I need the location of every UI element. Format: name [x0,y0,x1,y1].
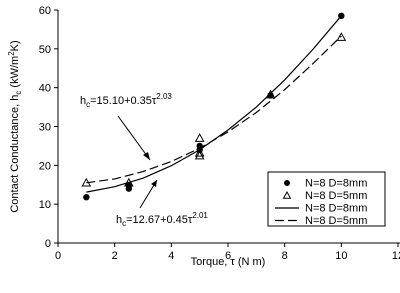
x-tick-label: 8 [282,250,288,262]
y-tick-label: 20 [39,160,51,172]
label-part: h [116,214,122,226]
label-part: =15.10+0.35τ [90,95,157,107]
label-part: Contact Conductance, h [9,95,21,213]
legend-label: N=8 D=8mm [305,178,367,190]
y-tick-label: 40 [39,83,51,95]
point [194,133,205,142]
label-part: c [86,100,90,109]
x-tick-label: 2 [112,250,118,262]
legend-marker [282,190,292,199]
arrow [117,115,151,161]
x-tick-label: 6 [225,250,231,262]
x-axis-label: Torque, τ (N m) [191,256,266,268]
point [83,193,90,201]
label-part: =12.67+0.45τ [126,214,193,226]
label-part: 2.03 [156,92,172,101]
y-tick-label: 30 [39,122,51,134]
arrow-head [143,152,150,160]
legend-label: N=8 D=5mm [305,215,367,227]
legend-marker [284,180,290,186]
x-tick-label: 10 [335,250,347,262]
arrow-head [151,180,157,187]
point [194,147,205,157]
y-tick-label: 10 [39,199,51,211]
y-axis-label: Contact Conductance, hc (kW/m2K) [7,40,23,212]
annotation: hc=15.10+0.35τ2.03 [80,92,172,109]
point [336,32,347,41]
x-tick-label: 12 [392,250,400,262]
x-tick-label: 4 [168,250,174,262]
label-part: c [122,219,126,228]
point [265,89,276,99]
y-tick-label: 60 [39,5,51,17]
y-tick-label: 0 [45,238,51,250]
label-part: 2 [7,51,16,56]
x-tick-label: 0 [55,250,61,262]
label-part: (kW/m [9,56,21,91]
annotation: hc=12.67+0.45τ2.01 [116,211,208,228]
legend-label: N=8 D=8mm [305,203,367,215]
label-part: h [80,95,86,107]
label-part: 2.01 [192,211,208,220]
legend-label: N=8 D=5mm [305,190,367,202]
fit-line [86,35,342,184]
label-part: c [14,91,23,95]
label-part: K) [9,40,21,51]
y-tick-label: 50 [39,44,51,56]
point [194,150,205,160]
